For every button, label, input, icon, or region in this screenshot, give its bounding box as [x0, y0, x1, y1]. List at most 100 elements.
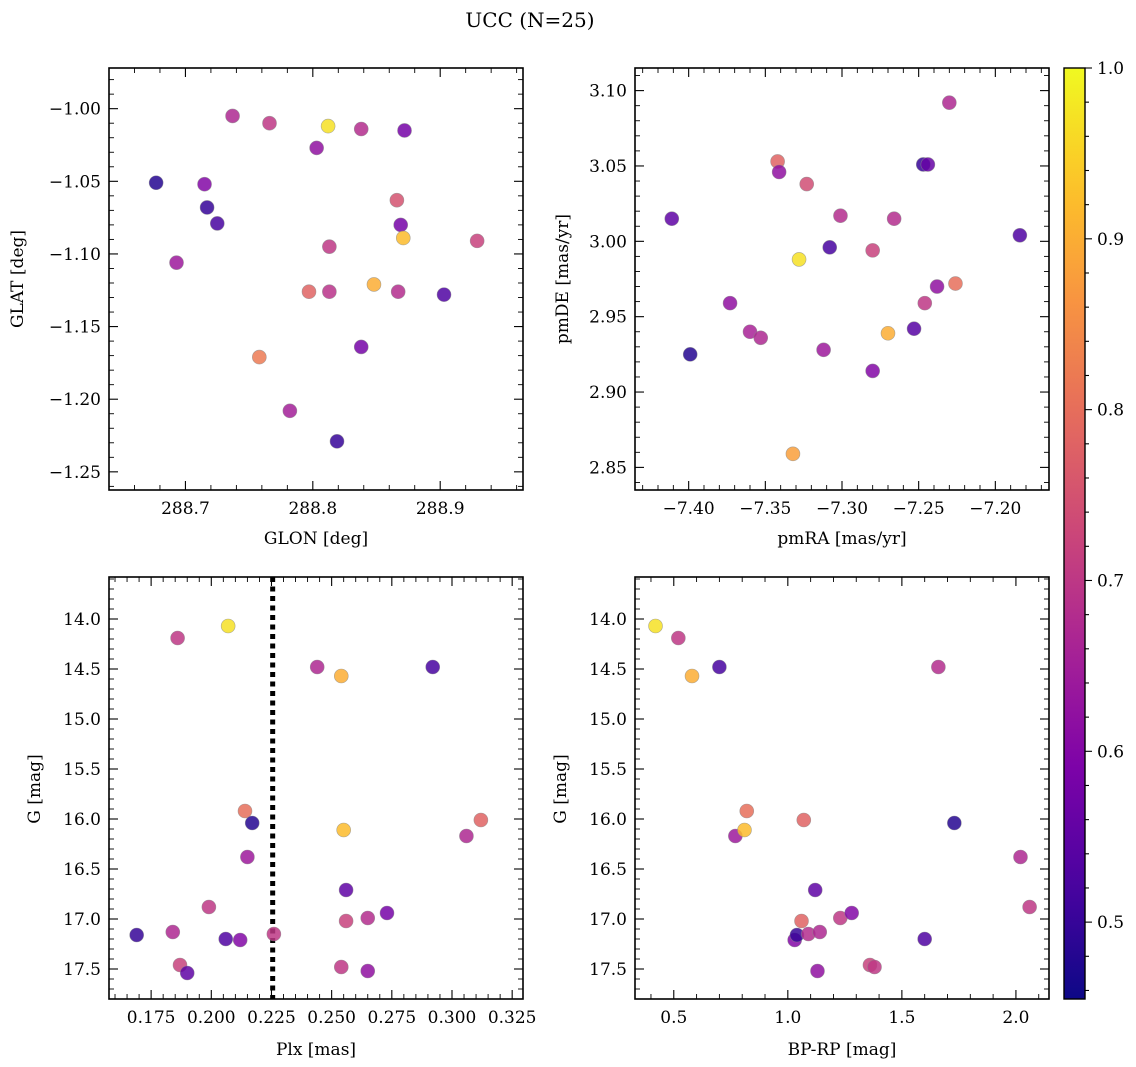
y-tick-label: 14.0: [589, 610, 627, 630]
scatter-point: [671, 630, 686, 646]
scatter-point: [197, 176, 212, 192]
y-tick-label: −1.05: [49, 172, 101, 192]
xlabel-plx: Plx [mas]: [276, 1040, 356, 1060]
x-tick-label: 0.225: [247, 1008, 296, 1028]
scatter-point: [844, 905, 859, 921]
y-tick-label: 15.0: [63, 710, 101, 730]
scatter-point: [237, 803, 253, 819]
scatter-point: [322, 284, 337, 300]
xlabel-bprp: BP-RP [mag]: [788, 1040, 897, 1060]
scatter-point: [244, 815, 260, 831]
scatter-point: [165, 924, 181, 940]
scatter-point: [1013, 849, 1028, 865]
scatter-point: [648, 618, 663, 634]
scatter-point: [947, 815, 962, 831]
scatter-point: [129, 927, 144, 943]
axes-frame: [634, 576, 1050, 1000]
x-tick-label: −7.25: [893, 499, 945, 519]
scatter-point: [225, 108, 240, 124]
y-tick-label: 15.5: [589, 760, 627, 780]
scatter-point: [390, 284, 406, 300]
colorbar-tick-label: 0.5: [1097, 913, 1124, 933]
scatter-point: [333, 668, 349, 684]
scatter-point: [917, 931, 932, 947]
scatter-point: [794, 913, 809, 929]
scatter-point: [148, 175, 164, 191]
scatter-point: [737, 822, 752, 838]
scatter-point: [266, 926, 282, 942]
scatter-point: [232, 932, 248, 948]
x-tick-label: 1.5: [888, 1008, 915, 1028]
scatter-point: [785, 446, 801, 462]
colorbar-tick-label: 0.9: [1097, 230, 1124, 250]
scatter-point: [336, 822, 351, 838]
scatter-point: [282, 403, 298, 419]
scatter-point: [917, 295, 933, 311]
scatter-point: [360, 963, 376, 979]
scatter-point: [929, 279, 945, 294]
scatter-point: [867, 959, 882, 975]
scatter-point: [906, 321, 922, 337]
y-tick-label: 3.00: [589, 232, 627, 252]
x-tick-label: 0.200: [187, 1008, 236, 1028]
scatter-point: [201, 899, 217, 915]
scatter-point: [218, 931, 234, 947]
y-tick-label: −1.25: [49, 463, 101, 483]
x-tick-label: 0.175: [127, 1008, 176, 1028]
scatter-point: [395, 230, 411, 246]
x-tick-label: 0.275: [367, 1008, 416, 1028]
colorbar-tick-label: 1.0: [1097, 59, 1124, 79]
y-tick-label: 15.5: [63, 760, 101, 780]
scatter-point: [379, 905, 395, 921]
scatter-point: [459, 828, 474, 844]
x-tick-label: −7.20: [969, 499, 1021, 519]
scatter-point: [322, 239, 337, 254]
x-tick-label: 0.325: [488, 1008, 537, 1028]
scatter-point: [807, 882, 823, 898]
y-tick-label: 14.5: [589, 660, 627, 680]
ylabel-glat: GLAT [deg]: [8, 230, 28, 328]
figure-title: UCC (N=25): [465, 8, 594, 32]
x-tick-label: 288.8: [288, 499, 337, 519]
colorbar-tick-label: 0.8: [1097, 401, 1124, 421]
scatter-point: [366, 277, 382, 292]
scatter-point: [664, 211, 680, 227]
y-tick-label: 17.0: [589, 910, 627, 930]
y-tick-label: 17.0: [63, 910, 101, 930]
y-tick-label: 2.85: [589, 458, 627, 478]
scatter-point: [880, 325, 896, 341]
y-tick-label: 16.0: [589, 810, 627, 830]
y-tick-label: 17.5: [63, 960, 101, 980]
scatter-point: [1022, 899, 1037, 915]
y-tick-label: 2.90: [589, 383, 627, 403]
panel-plx-g: Plx [mas] G [mag] 0.175 0.200 0.225 0.250 0.…: [25, 576, 537, 1060]
scatter-point: [1012, 227, 1028, 243]
x-tick-label: 2.0: [1002, 1008, 1029, 1028]
x-tick-label: −7.35: [739, 499, 791, 519]
x-tick-label: 0.5: [660, 1008, 687, 1028]
scatter-point: [329, 434, 345, 449]
scatter-point: [262, 115, 277, 131]
panel-pmra-pmde: pmRA [mas/yr] pmDE [mas/yr] −7.40 −7.35 −7…: [553, 67, 1050, 549]
scatter-point: [436, 287, 452, 302]
x-tick-label: −7.40: [663, 499, 715, 519]
scatter-point: [240, 849, 255, 865]
scatter-point: [473, 812, 489, 828]
xlabel-pmra: pmRA [mas/yr]: [777, 529, 906, 549]
scatter-point: [920, 157, 936, 172]
scatter-point: [753, 330, 769, 346]
y-tick-label: 15.0: [589, 710, 627, 730]
scatter-point: [220, 618, 236, 634]
scatter-point: [812, 924, 828, 940]
scatter-point: [791, 252, 807, 267]
colorbar-tick-label: 0.6: [1097, 742, 1124, 762]
scatter-point: [169, 255, 184, 270]
scatter-point: [389, 192, 405, 208]
scatter-point: [199, 200, 215, 215]
scatter-point: [771, 164, 787, 180]
scatter-point: [739, 803, 755, 819]
y-tick-label: 3.10: [589, 82, 627, 102]
y-tick-label: 2.95: [589, 308, 627, 328]
axes-frame: [108, 576, 524, 1000]
